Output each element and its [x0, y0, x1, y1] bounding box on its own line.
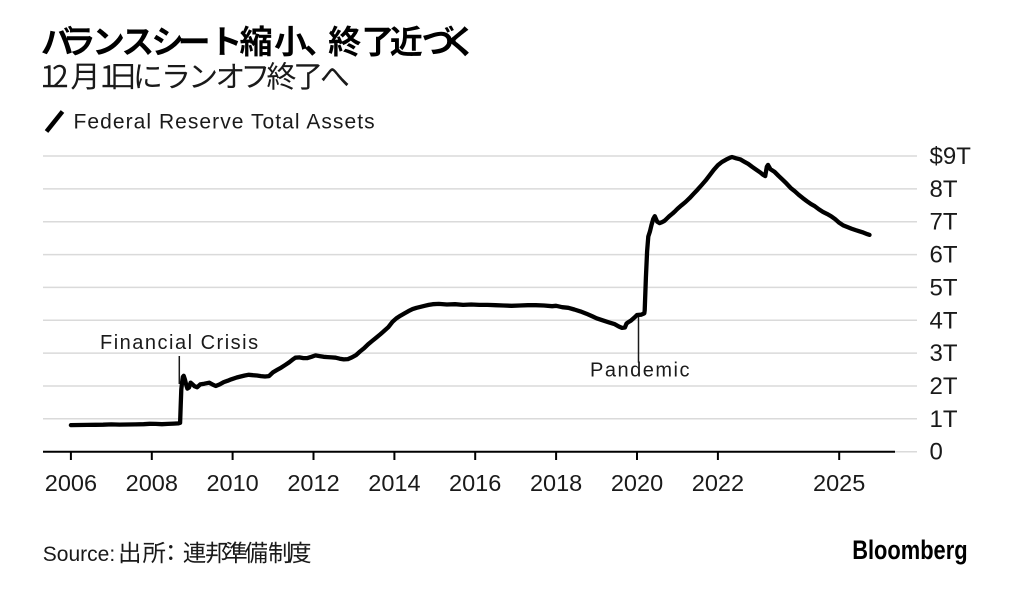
- svg-text:2006: 2006: [45, 470, 97, 496]
- svg-text:Bloomberg: Bloomberg: [852, 536, 967, 566]
- svg-text:2010: 2010: [206, 470, 258, 496]
- svg-text:Pandemic: Pandemic: [590, 360, 691, 382]
- svg-text:6T: 6T: [930, 242, 958, 269]
- svg-text:2018: 2018: [530, 470, 582, 496]
- svg-text:2014: 2014: [368, 470, 420, 496]
- svg-text:2022: 2022: [692, 470, 744, 496]
- svg-text:Federal Reserve Total Assets: Federal Reserve Total Assets: [74, 111, 376, 134]
- svg-text:3T: 3T: [930, 340, 958, 367]
- svg-text:Financial Crisis: Financial Crisis: [100, 332, 260, 354]
- svg-text:2008: 2008: [126, 470, 178, 496]
- svg-text:2016: 2016: [449, 470, 501, 496]
- svg-text:2020: 2020: [611, 470, 663, 496]
- svg-text:7T: 7T: [930, 209, 958, 236]
- svg-text:8T: 8T: [930, 176, 958, 203]
- svg-text:$9T: $9T: [930, 143, 972, 170]
- svg-text:Source:: Source:: [43, 543, 115, 566]
- svg-text:2025: 2025: [813, 470, 865, 496]
- svg-text:0: 0: [930, 439, 943, 466]
- svg-text:1T: 1T: [930, 406, 958, 433]
- svg-text:2T: 2T: [930, 373, 958, 400]
- svg-text:5T: 5T: [930, 274, 958, 301]
- svg-text:4T: 4T: [930, 307, 958, 334]
- svg-text:2012: 2012: [287, 470, 339, 496]
